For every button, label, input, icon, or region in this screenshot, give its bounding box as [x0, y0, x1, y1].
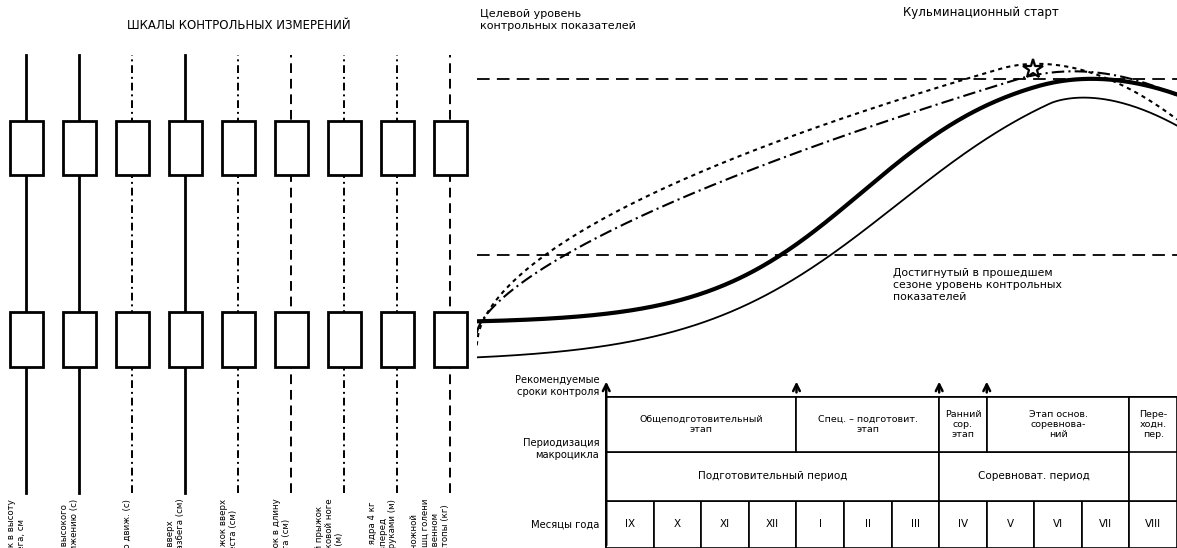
Bar — [434, 121, 467, 175]
Text: Периодизация
макроцикла: Периодизация макроцикла — [523, 438, 599, 460]
Bar — [606, 397, 797, 452]
Bar — [327, 121, 361, 175]
Text: VII: VII — [1099, 520, 1112, 529]
Text: Месяцы года: Месяцы года — [531, 520, 599, 529]
Bar — [986, 500, 1035, 548]
Bar — [434, 312, 467, 367]
Text: Кульминационный старт: Кульминационный старт — [903, 5, 1059, 19]
Text: Ранний
сор.
этап: Ранний сор. этап — [945, 410, 982, 439]
Text: Соревноват. период: Соревноват. период — [978, 471, 1090, 481]
Text: Прыжок в высоту
с разбега, см: Прыжок в высоту с разбега, см — [7, 499, 26, 548]
Bar — [221, 121, 255, 175]
Text: IV: IV — [958, 520, 967, 529]
Text: Бег на 100 м по движ. (с): Бег на 100 м по движ. (с) — [124, 499, 132, 548]
Bar — [62, 312, 97, 367]
Text: Достигнутый в прошедшем
сезоне уровень контрольных
показателей: Достигнутый в прошедшем сезоне уровень к… — [893, 269, 1063, 301]
Bar — [62, 121, 97, 175]
Bar — [1035, 500, 1082, 548]
Bar — [115, 121, 149, 175]
Bar — [939, 452, 1130, 500]
Text: Этап основ.
соревнова-
ний: Этап основ. соревнова- ний — [1029, 410, 1088, 439]
Text: VI: VI — [1053, 520, 1063, 529]
Bar — [797, 397, 939, 452]
Bar — [380, 312, 414, 367]
Bar — [653, 500, 701, 548]
Text: Рекомендуемые
сроки контроля: Рекомендуемые сроки контроля — [514, 375, 599, 397]
Text: Сила икроножной
группы мышц голени
при подошвенном
сгибании стопы (кг): Сила икроножной группы мышц голени при п… — [411, 499, 451, 548]
Text: Тройной прыжок
на толчковой ноге
с места (м): Тройной прыжок на толчковой ноге с места… — [314, 499, 345, 548]
Bar — [1130, 500, 1177, 548]
Text: Бег на 30 м с высокого
старта по движению (с): Бег на 30 м с высокого старта по движени… — [60, 499, 79, 548]
Bar — [1082, 500, 1130, 548]
Text: Спец. – подготовит.
этап: Спец. – подготовит. этап — [818, 415, 918, 434]
Text: Подготовительный период: Подготовительный период — [698, 471, 847, 481]
Text: III: III — [911, 520, 920, 529]
Text: Прыжок вверх
с места (см): Прыжок вверх с места (см) — [219, 499, 239, 548]
Text: X: X — [674, 520, 681, 529]
Bar — [892, 500, 939, 548]
Bar — [939, 397, 986, 452]
Bar — [221, 312, 255, 367]
Bar — [115, 312, 149, 367]
Bar — [327, 312, 361, 367]
Text: V: V — [1008, 520, 1015, 529]
Text: ШКАЛЫ КОНТРОЛЬНЫХ ИЗМЕРЕНИЙ: ШКАЛЫ КОНТРОЛЬНЫХ ИЗМЕРЕНИЙ — [127, 19, 350, 32]
Bar — [606, 452, 939, 500]
Text: I: I — [819, 520, 822, 529]
Text: Общеподготовительный
этап: Общеподготовительный этап — [639, 415, 763, 434]
Bar — [606, 397, 1177, 548]
Bar — [274, 121, 308, 175]
Text: IX: IX — [625, 520, 636, 529]
Text: XII: XII — [766, 520, 779, 529]
Bar — [606, 500, 653, 548]
Bar — [274, 312, 308, 367]
Bar — [844, 500, 892, 548]
Bar — [986, 397, 1130, 452]
Bar — [797, 500, 844, 548]
Bar — [1130, 397, 1177, 500]
Text: VIII: VIII — [1145, 520, 1162, 529]
Bar — [168, 312, 202, 367]
Text: Выпрыгивание вверх
с трех шагов разбега (см): Выпрыгивание вверх с трех шагов разбега … — [166, 499, 185, 548]
Bar — [939, 500, 986, 548]
Text: Целевой уровень
контрольных показателей: Целевой уровень контрольных показателей — [480, 9, 636, 31]
Text: XI: XI — [720, 520, 730, 529]
Text: II: II — [865, 520, 871, 529]
Bar — [9, 312, 42, 367]
Text: Бросок ядра 4 кг
снизу-вперед
двумя руками (м): Бросок ядра 4 кг снизу-вперед двумя рука… — [367, 499, 398, 548]
Bar — [701, 500, 749, 548]
Bar — [168, 121, 202, 175]
Text: Прыжок в длину
с места (см): Прыжок в длину с места (см) — [272, 499, 292, 548]
Bar — [9, 121, 42, 175]
Text: Пере-
ходн.
пер.: Пере- ходн. пер. — [1139, 410, 1168, 439]
Bar — [380, 121, 414, 175]
Bar — [1130, 397, 1177, 452]
Bar — [749, 500, 797, 548]
